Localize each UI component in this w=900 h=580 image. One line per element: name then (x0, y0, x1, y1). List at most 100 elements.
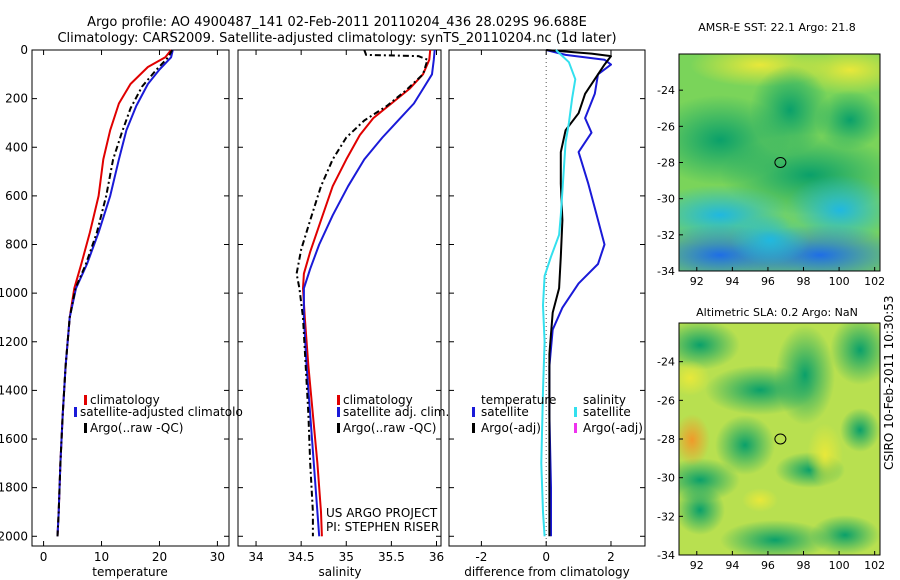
legend-label-argo: Argo(..raw -QC) (343, 421, 436, 435)
series-line-salinity-satellite (540, 49, 577, 537)
panel-difference: -2 0 2 difference from climatology tempera… (448, 49, 646, 579)
x-tick-label: 35 (339, 550, 354, 564)
series-line-temperature-argo-adj- (546, 49, 612, 537)
map-sst-field (679, 54, 880, 271)
legend-salinity: climatology satellite adj. clim. Argo(..… (337, 393, 449, 435)
map-sla-field (679, 323, 880, 555)
legend-label-climatology: climatology (343, 393, 413, 407)
legend-swatch-climatology (337, 395, 340, 405)
map-y-tick-label: -32 (657, 229, 675, 242)
map-y-tick-label: -26 (657, 394, 675, 407)
legend-swatch-temp-argo (472, 423, 475, 433)
y-tick-label: 1600 (0, 432, 28, 446)
map-y-tick-label: -28 (657, 433, 675, 446)
x-tick-label: 34 (248, 550, 263, 564)
project-note-line-2: PI: STEPHEN RISER (326, 520, 439, 534)
header-line-2: Climatology: CARS2009. Satellite-adjuste… (57, 31, 616, 46)
map-y-tick-label: -28 (657, 157, 675, 170)
legend-label-temp-argo: Argo(-adj) (481, 421, 541, 435)
legend-swatch-satellite (337, 407, 340, 417)
header-line-1: Argo profile: AO 4900487_141 02-Feb-2011… (87, 15, 587, 30)
map-x-tick-label: 94 (725, 559, 739, 572)
x-tick-label: -2 (475, 550, 487, 564)
x-tick-label: 36 (429, 550, 444, 564)
legend-label-sal-argo: Argo(-adj) (583, 421, 643, 435)
x-tick-label: 34.5 (288, 550, 315, 564)
series-line-argo-raw-qc- (295, 49, 429, 537)
xlabel-salinity: salinity (318, 565, 361, 579)
map-sst-title: AMSR-E SST: 22.1 Argo: 21.8 (698, 21, 856, 34)
y-tick-label: 1800 (0, 481, 28, 495)
legend-label-sal-satellite: satellite (583, 405, 631, 419)
legend-label-climatology: climatology (90, 393, 160, 407)
y-tick-label: 400 (5, 140, 28, 154)
legend-difference: temperature salinity satellite Argo(-adj… (472, 393, 643, 435)
map-x-tick-label: 96 (761, 275, 775, 288)
x-tick-label: 30 (210, 550, 225, 564)
map-sst-argo-marker (774, 157, 787, 168)
map-x-tick-label: 100 (829, 275, 850, 288)
map-x-tick-label: 102 (864, 559, 885, 572)
legend-swatch-satellite (74, 407, 77, 417)
legend-label-argo: Argo(..raw -QC) (90, 421, 183, 435)
panel-temperature-frame (31, 49, 230, 547)
xlabel-temperature: temperature (92, 565, 167, 579)
series-line-satellite-adj-clim- (302, 49, 436, 537)
y-tick-label: 200 (5, 92, 28, 106)
map-x-tick-label: 98 (797, 559, 811, 572)
map-y-tick-label: -24 (657, 356, 675, 369)
xlabel-difference: difference from climatology (464, 565, 630, 579)
series-line-satellite-adjusted-climatology (56, 49, 174, 537)
map-sla-title: Altimetric SLA: 0.2 Argo: NaN (696, 306, 858, 319)
panel-temperature: 0 10 20 30 0 200 400 600 800 1000 1200 1400 1600 1800… (0, 43, 243, 579)
map-y-tick-label: -34 (657, 265, 675, 278)
y-tick-label: 2000 (0, 529, 28, 543)
x-tick-label: 35.5 (378, 550, 405, 564)
map-y-tick-label: -34 (657, 549, 675, 562)
legend-swatch-sal-satellite (574, 407, 577, 417)
legend-label-temp-satellite: satellite (481, 405, 529, 419)
panel-salinity-frame (237, 49, 442, 547)
map-x-tick-label: 92 (690, 559, 704, 572)
map-sla-argo-marker (774, 433, 787, 445)
panel-difference-frame (448, 49, 646, 547)
map-sst: AMSR-E SST: 22.1 Argo: 21.8 92 94 96 98 100 1… (657, 21, 885, 288)
project-note-line-1: US ARGO PROJECT (326, 506, 438, 520)
legend-label-satellite: satellite adj. clim. (343, 405, 449, 419)
map-x-tick-label: 92 (690, 275, 704, 288)
legend-swatch-argo (337, 423, 340, 433)
map-x-tick-label: 100 (829, 559, 850, 572)
map-y-tick-label: -30 (657, 472, 675, 485)
legend-temperature: climatology satellite-adjusted climatolo… (74, 393, 243, 435)
legend-label-satellite: satellite-adjusted climatolo (80, 405, 243, 419)
y-tick-label: 600 (5, 189, 28, 203)
legend-title-salinity: salinity (583, 393, 626, 407)
x-tick-label: 0 (542, 550, 550, 564)
map-y-tick-label: -30 (657, 193, 675, 206)
y-tick-label: 1400 (0, 383, 28, 397)
map-y-tick-label: -26 (657, 120, 675, 133)
legend-swatch-sal-argo (574, 423, 577, 433)
y-tick-label: 0 (20, 43, 28, 57)
legend-swatch-climatology (84, 395, 87, 405)
map-x-tick-label: 102 (864, 275, 885, 288)
legend-swatch-temp-satellite (472, 407, 475, 417)
x-tick-label: 0 (40, 550, 48, 564)
side-timestamp: CSIRO 10-Feb-2011 10:30:53 (882, 295, 896, 470)
legend-title-temperature: temperature (481, 393, 556, 407)
series-line-temperature-satellite (545, 49, 612, 537)
y-tick-label: 1200 (0, 335, 28, 349)
panel-salinity: 34 34.5 35 35.5 36 salinity climatology sate… (237, 49, 449, 579)
x-tick-label: 20 (152, 550, 167, 564)
map-sla: Altimetric SLA: 0.2 Argo: NaN 92 94 96 98 10… (657, 306, 885, 572)
series-line-climatology (302, 49, 432, 537)
x-tick-label: 10 (94, 550, 109, 564)
x-tick-label: 2 (607, 550, 615, 564)
y-tick-label: 1000 (0, 286, 28, 300)
series-line-argo-raw-qc- (56, 49, 174, 537)
y-tick-label: 800 (5, 238, 28, 252)
legend-swatch-argo (84, 423, 87, 433)
map-x-tick-label: 98 (797, 275, 811, 288)
map-y-tick-label: -32 (657, 510, 675, 523)
